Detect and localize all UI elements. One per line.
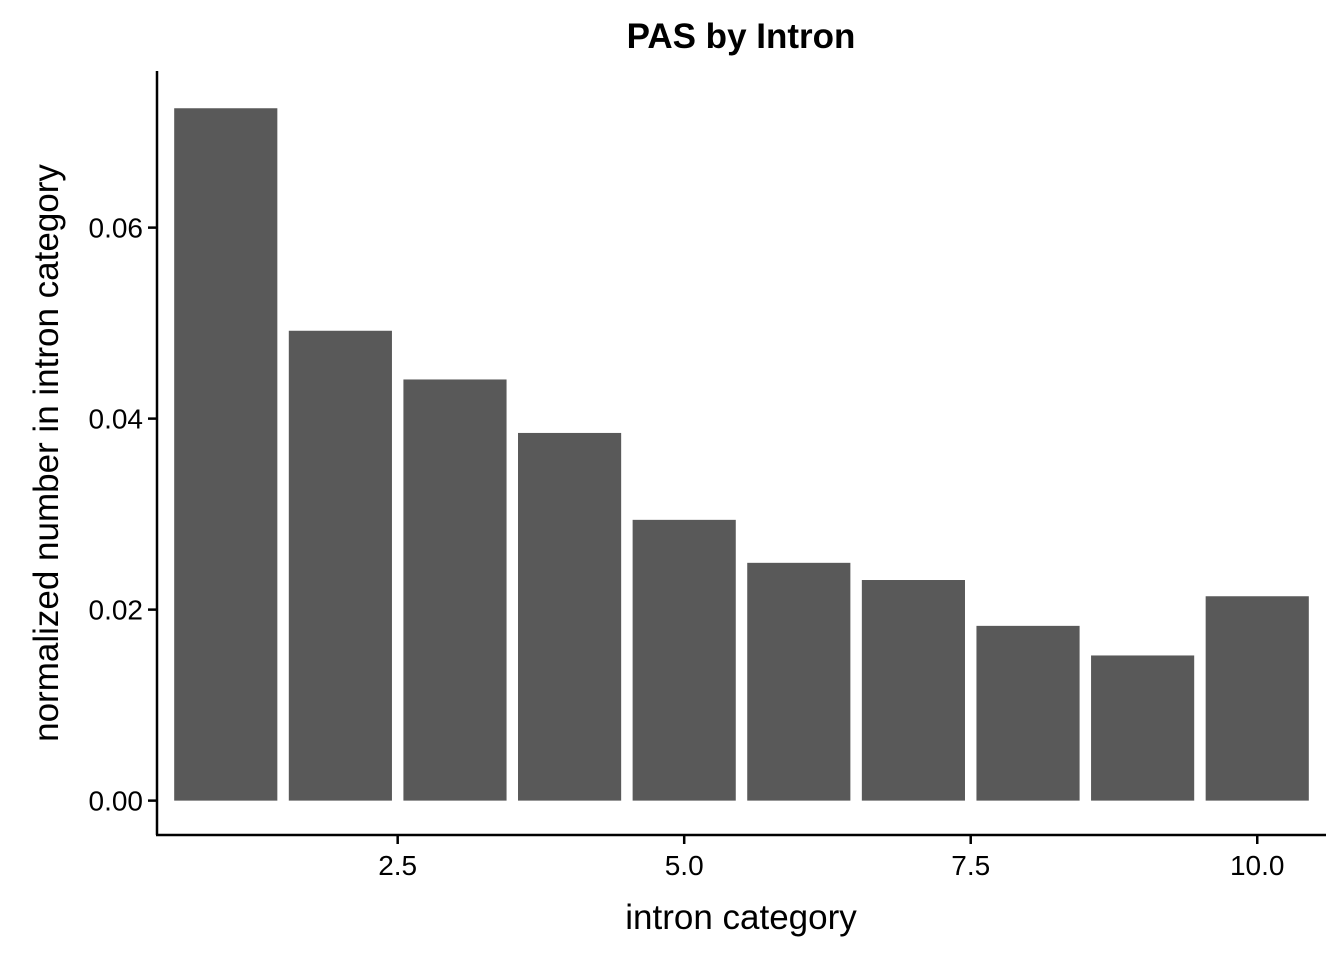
y-ticks-layer: 0.00 0.02 0.04 0.06	[89, 213, 157, 817]
bar-category-1	[174, 108, 278, 801]
y-tick-label: 0.00	[89, 786, 144, 817]
bar-category-4	[518, 432, 622, 801]
y-tick-label: 0.04	[89, 404, 144, 435]
y-axis-title: normalized number in intron category	[27, 164, 66, 742]
bar-category-3	[403, 379, 507, 801]
chart-title: PAS by Intron	[627, 17, 856, 56]
bar-category-8	[976, 625, 1080, 801]
bar-category-7	[861, 580, 965, 801]
x-ticks-layer: 2.5 5.0 7.5 10.0	[378, 835, 1284, 881]
x-tick-label: 7.5	[951, 850, 990, 881]
bar-category-9	[1091, 655, 1195, 801]
x-tick-label: 5.0	[665, 850, 704, 881]
x-tick-label: 10.0	[1230, 850, 1285, 881]
bar-category-5	[632, 519, 736, 801]
bar-category-10	[1205, 596, 1309, 801]
bar-category-6	[747, 562, 851, 801]
x-tick-label: 2.5	[378, 850, 417, 881]
x-axis-title: intron category	[625, 898, 857, 937]
y-tick-label: 0.02	[89, 595, 144, 626]
bars-layer	[174, 108, 1309, 801]
bar-category-2	[288, 330, 392, 801]
y-tick-label: 0.06	[89, 213, 144, 244]
